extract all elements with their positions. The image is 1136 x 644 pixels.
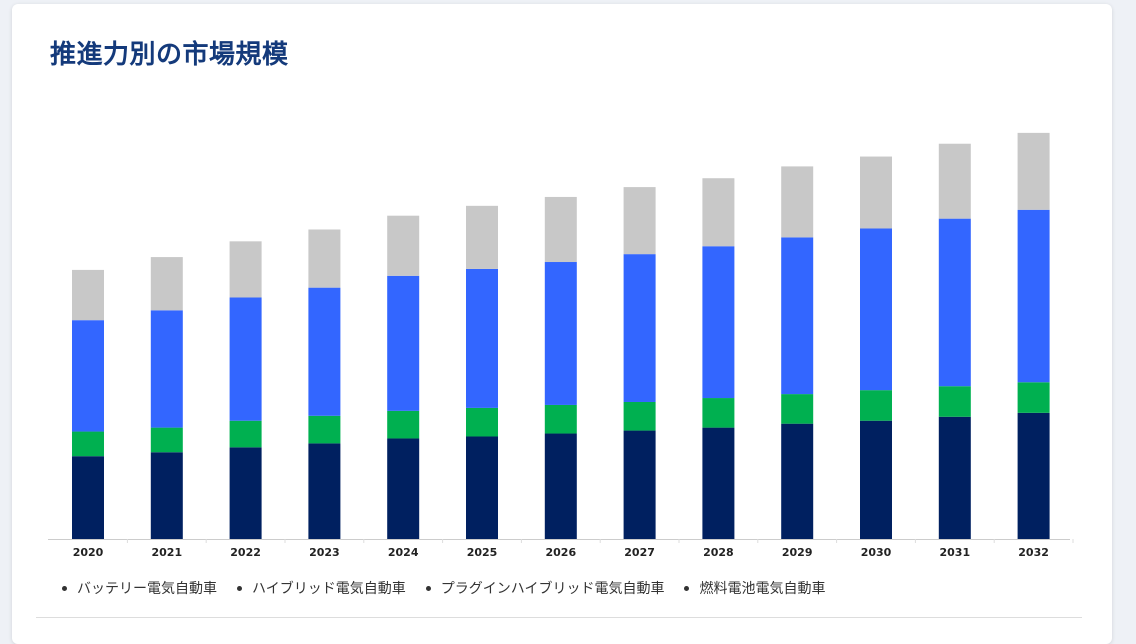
bar-segment-bev — [72, 456, 104, 539]
chart-legend: バッテリー電気自動車 ハイブリッド電気自動車 プラグインハイブリッド電気自動車 … — [62, 578, 825, 598]
bar-segment-hev — [544, 404, 577, 434]
bar-segment-fcev — [781, 166, 814, 238]
legend-item-bev: バッテリー電気自動車 — [62, 578, 217, 598]
x-tick-label: 2029 — [782, 546, 813, 559]
bar-segment-phev — [544, 262, 577, 405]
bar-segment-hev — [466, 407, 498, 437]
x-tick-label: 2025 — [467, 546, 498, 559]
bar-segment-bev — [938, 416, 971, 539]
bar-segment-bev — [781, 423, 814, 539]
bar-segment-bev — [466, 436, 498, 539]
x-tick-label: 2032 — [1018, 546, 1049, 559]
bar-segment-hev — [229, 420, 262, 448]
bar-segment-hev — [702, 398, 735, 428]
x-tick-label: 2031 — [939, 546, 970, 559]
bar-segment-phev — [466, 268, 498, 408]
bar-segment-phev — [938, 218, 971, 387]
bar-segment-phev — [387, 275, 420, 411]
bar-segment-hev — [1017, 382, 1050, 413]
bar-segment-bev — [860, 420, 892, 539]
bullet-icon — [62, 585, 67, 591]
x-tick-label: 2030 — [861, 546, 892, 559]
bar-segment-fcev — [702, 178, 735, 247]
legend-label: ハイブリッド電気自動車 — [252, 581, 406, 597]
x-tick-label: 2024 — [388, 546, 419, 559]
bar-segment-fcev — [308, 229, 341, 288]
bar-segment-hev — [72, 431, 104, 457]
x-tick-label: 2021 — [151, 546, 182, 559]
x-tick-label: 2028 — [703, 546, 734, 559]
bar-segment-phev — [702, 246, 735, 399]
bar-segment-fcev — [1017, 132, 1050, 210]
legend-item-fcev: 燃料電池電気自動車 — [684, 578, 825, 598]
bullet-icon — [237, 585, 242, 591]
bar-segment-bev — [1017, 412, 1050, 539]
bar-segment-fcev — [150, 257, 183, 311]
stacked-bar-chart: 2020 2021 2022 2023 2024 2025 2026 2027 2028 2029… — [48, 132, 1074, 559]
x-tick-label: 2022 — [230, 546, 261, 559]
bar-segment-phev — [1017, 209, 1050, 383]
legend-item-hev: ハイブリッド電気自動車 — [237, 578, 406, 598]
bar-segment-bev — [544, 433, 577, 539]
bar-segment-fcev — [72, 269, 104, 321]
bar-segment-hev — [781, 394, 814, 424]
bar-segment-bev — [229, 447, 262, 539]
bar-segment-phev — [860, 228, 892, 391]
bar-segment-fcev — [229, 241, 262, 298]
bar-segment-fcev — [860, 156, 892, 229]
bar-segment-phev — [623, 254, 656, 402]
legend-label: バッテリー電気自動車 — [77, 581, 217, 597]
legend-item-phev: プラグインハイブリッド電気自動車 — [425, 578, 665, 598]
bar-segment-phev — [308, 287, 341, 416]
bar-segment-bev — [387, 438, 420, 539]
page-title: 推進力別の市場規模 — [50, 40, 289, 70]
bar-segment-fcev — [938, 143, 971, 219]
legend-label: 燃料電池電気自動車 — [699, 581, 826, 597]
bar-segment-fcev — [623, 187, 656, 255]
bullet-icon — [425, 585, 431, 591]
legend-label: プラグインハイブリッド電気自動車 — [440, 581, 665, 597]
bullet-icon — [684, 585, 690, 591]
bar-segment-hev — [938, 386, 971, 417]
bar-segment-bev — [308, 443, 341, 539]
bar-segment-hev — [623, 401, 656, 431]
bar-segment-bev — [702, 427, 735, 539]
bar-segment-fcev — [544, 196, 577, 263]
bar-segment-bev — [150, 452, 183, 539]
bar-segment-phev — [150, 310, 183, 428]
bar-segment-hev — [387, 410, 420, 439]
bar-segment-phev — [229, 297, 262, 421]
divider — [36, 617, 1082, 618]
x-tick-label: 2023 — [309, 546, 340, 559]
x-tick-label: 2027 — [624, 546, 655, 559]
bar-segment-fcev — [466, 205, 498, 269]
x-tick-label: 2020 — [73, 546, 104, 559]
bar-segment-hev — [308, 415, 341, 444]
bar-segment-hev — [150, 427, 183, 453]
bar-segment-hev — [860, 390, 892, 421]
bar-segment-phev — [72, 320, 104, 432]
bar-segment-fcev — [387, 215, 420, 276]
x-tick-label: 2026 — [545, 546, 576, 559]
bar-segment-bev — [623, 430, 656, 539]
bar-segment-phev — [781, 237, 814, 395]
